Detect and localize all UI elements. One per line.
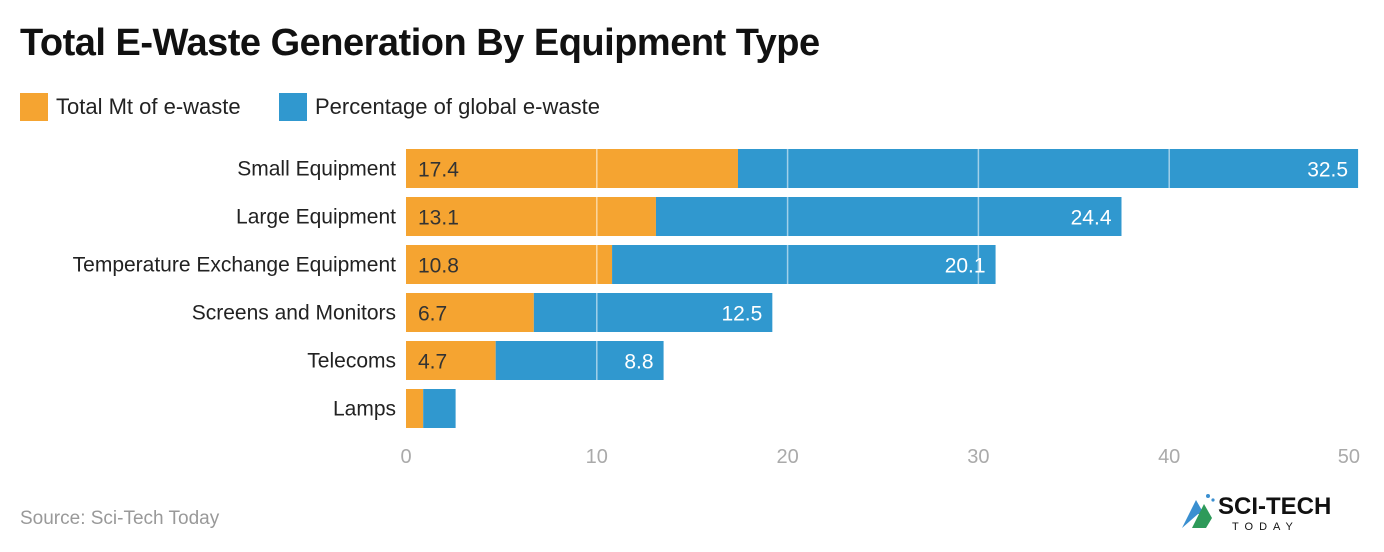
data-label: 24.4 — [1071, 207, 1112, 230]
x-tick-label: 20 — [776, 446, 798, 468]
x-tick-label: 30 — [967, 446, 989, 468]
category-label: Small Equipment — [237, 158, 396, 181]
bar-percentage — [423, 389, 456, 428]
bar-total-mt — [406, 149, 738, 188]
category-label: Lamps — [333, 398, 396, 421]
bar-total-mt — [406, 341, 496, 380]
bar-percentage — [612, 245, 996, 284]
data-label: 6.7 — [418, 303, 447, 326]
bar-percentage — [737, 149, 1359, 188]
category-label: Temperature Exchange Equipment — [73, 254, 397, 277]
x-tick-label: 10 — [586, 446, 608, 468]
legend-label: Percentage of global e-waste — [315, 94, 600, 119]
bar-percentage — [533, 293, 773, 332]
x-tick-label: 40 — [1158, 446, 1180, 468]
legend-swatch-blue — [279, 93, 307, 121]
data-label: 13.1 — [418, 207, 459, 230]
bar-total-mt — [406, 389, 424, 428]
data-label: 32.5 — [1307, 159, 1348, 182]
legend-item-total-mt: Total Mt of e-waste — [20, 93, 241, 121]
category-label: Large Equipment — [236, 206, 396, 229]
bar-percentage — [655, 197, 1122, 236]
chart-title: Total E-Waste Generation By Equipment Ty… — [20, 22, 820, 64]
data-label: 12.5 — [721, 303, 762, 326]
x-tick-label: 50 — [1338, 446, 1360, 468]
bar-total-mt — [406, 293, 534, 332]
bar-percentage — [495, 341, 664, 380]
svg-text:SCI-TECH: SCI-TECH — [1218, 493, 1331, 520]
data-label: 4.7 — [418, 351, 447, 374]
legend-item-percentage: Percentage of global e-waste — [279, 93, 600, 121]
svg-text:TODAY: TODAY — [1232, 521, 1299, 532]
data-label: 8.8 — [624, 351, 653, 374]
data-label: 20.1 — [945, 255, 986, 278]
legend-label: Total Mt of e-waste — [56, 94, 241, 119]
data-label: 17.4 — [418, 159, 459, 182]
bar-total-mt — [406, 245, 613, 284]
category-label: Screens and Monitors — [192, 302, 396, 325]
sci-tech-today-logo: SCI-TECH TODAY — [1182, 493, 1331, 532]
category-label: Telecoms — [307, 350, 396, 373]
bar-total-mt — [406, 197, 656, 236]
x-tick-label: 0 — [400, 446, 411, 468]
data-label: 10.8 — [418, 255, 459, 278]
legend-swatch-orange — [20, 93, 48, 121]
source-note: Source: Sci-Tech Today — [20, 508, 220, 529]
